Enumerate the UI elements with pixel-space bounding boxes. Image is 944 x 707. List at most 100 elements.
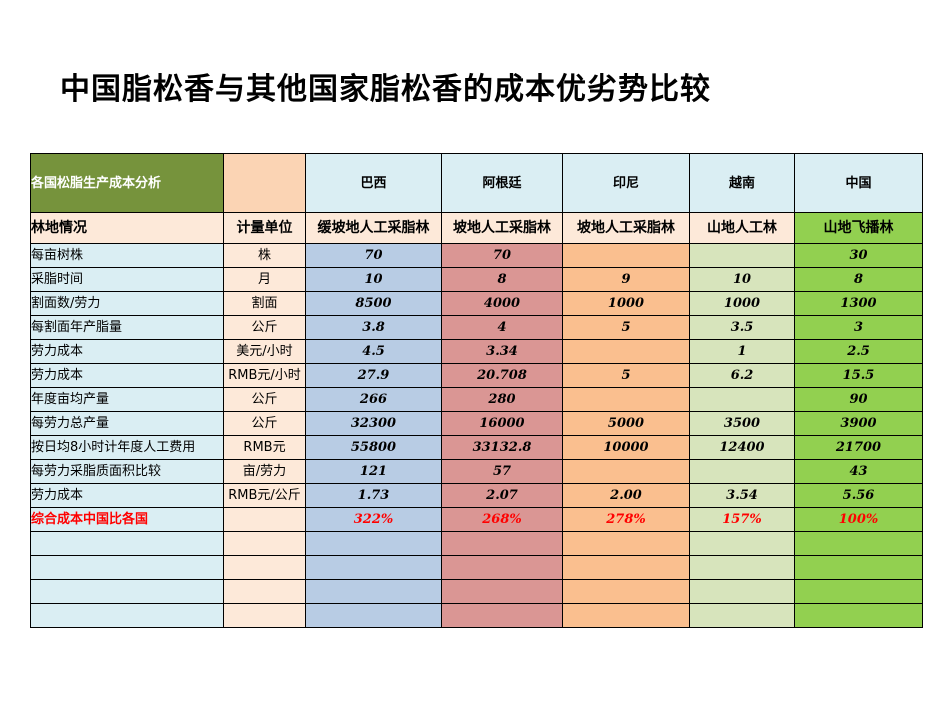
- row-unit: 公斤: [223, 411, 306, 436]
- cell-value: 33132.8: [441, 435, 563, 460]
- row-unit: 割面: [223, 291, 306, 316]
- cell-value: 16000: [441, 411, 563, 436]
- row-unit: RMB元: [223, 435, 306, 460]
- cell-value: 20.708: [441, 363, 563, 388]
- cell-value: [689, 459, 795, 484]
- cell-value: 1000: [562, 291, 690, 316]
- forest-type-vietnam: 山地人工林: [689, 212, 795, 244]
- unit-header: 计量单位: [223, 212, 306, 244]
- table-row: 劳力成本 RMB元/公斤 1.73 2.07 2.00 3.54 5.56: [30, 483, 923, 508]
- row-label: 综合成本中国比各国: [30, 507, 224, 532]
- empty-cell: [562, 579, 690, 604]
- cell-value: 10: [689, 267, 795, 292]
- row-label: 每劳力总产量: [30, 411, 224, 436]
- header-blank-cell: [223, 153, 306, 213]
- table-row: 按日均8小时计年度人工费用 RMB元 55800 33132.8 10000 12400 2…: [30, 435, 923, 460]
- cell-value: 10: [305, 267, 442, 292]
- empty-row: [30, 579, 923, 604]
- empty-cell: [794, 531, 923, 556]
- table-row: 每亩树株株 70 70 30: [30, 243, 923, 268]
- cell-value: 8: [794, 267, 923, 292]
- row-label: 每割面年产脂量: [30, 315, 224, 340]
- row-unit: 公斤: [223, 387, 306, 412]
- cell-value: 4000: [441, 291, 563, 316]
- row-unit: 美元/小时: [223, 339, 306, 364]
- empty-cell: [441, 603, 563, 628]
- country-header-argentina: 阿根廷: [441, 153, 563, 213]
- cell-value: 32300: [305, 411, 442, 436]
- empty-cell: [305, 603, 442, 628]
- cell-value: 5.56: [794, 483, 923, 508]
- empty-cell: [223, 603, 306, 628]
- country-header-indonesia: 印尼: [562, 153, 690, 213]
- row-label: 年度亩均产量: [30, 387, 224, 412]
- empty-cell: [223, 555, 306, 580]
- cell-value: 280: [441, 387, 563, 412]
- forest-type-china: 山地飞播林: [794, 212, 923, 244]
- cell-value: 3.34: [441, 339, 563, 364]
- cell-value: 3900: [794, 411, 923, 436]
- cell-value: 2.07: [441, 483, 563, 508]
- cell-value: 278%: [562, 507, 690, 532]
- cell-value: 8: [441, 267, 563, 292]
- row-label: 劳力成本: [30, 363, 224, 388]
- header-row-forest-types: 林地情况 计量单位 缓坡地人工采脂林 坡地人工采脂林 坡地人工采脂林 山地人工林…: [30, 212, 923, 244]
- row-label: 采脂时间: [30, 267, 224, 292]
- cell-value: 15.5: [794, 363, 923, 388]
- row-label: 割面数/劳力: [30, 291, 224, 316]
- empty-cell: [689, 555, 795, 580]
- cell-value: [689, 243, 795, 268]
- cell-value: 4: [441, 315, 563, 340]
- cell-value: 6.2: [689, 363, 795, 388]
- cost-comparison-table: 各国松脂生产成本分析 巴西 阿根廷 印尼 越南 中国 林地情况 计量单位 缓坡地…: [30, 153, 923, 628]
- cell-value: 100%: [794, 507, 923, 532]
- row-unit: 月: [223, 267, 306, 292]
- empty-cell: [30, 603, 224, 628]
- cell-value: 4.5: [305, 339, 442, 364]
- page-title: 中国脂松香与其他国家脂松香的成本优劣势比较: [60, 72, 711, 107]
- table-row: 采脂时间月 10 8 9 10 8: [30, 267, 923, 292]
- cell-value: 2.00: [562, 483, 690, 508]
- country-header-vietnam: 越南: [689, 153, 795, 213]
- cell-value: 21700: [794, 435, 923, 460]
- cell-value: 5: [562, 315, 690, 340]
- cell-value: 157%: [689, 507, 795, 532]
- row-unit: 公斤: [223, 315, 306, 340]
- empty-cell: [441, 531, 563, 556]
- row-label: 每亩树株: [30, 243, 224, 268]
- empty-cell: [689, 603, 795, 628]
- table-row: 每劳力总产量 公斤 32300 16000 5000 3500 3900: [30, 411, 923, 436]
- cell-value: 12400: [689, 435, 795, 460]
- cell-value: [689, 387, 795, 412]
- cell-value: [562, 339, 690, 364]
- cell-value: 121: [305, 459, 442, 484]
- empty-cell: [30, 579, 224, 604]
- forest-type-argentina: 坡地人工采脂林: [441, 212, 563, 244]
- empty-cell: [562, 603, 690, 628]
- row-label: 劳力成本: [30, 483, 224, 508]
- cell-value: 1000: [689, 291, 795, 316]
- empty-cell: [30, 531, 224, 556]
- cell-value: 1: [689, 339, 795, 364]
- cell-value: 27.9: [305, 363, 442, 388]
- cell-value: 3.5: [689, 315, 795, 340]
- row-unit: 株: [223, 243, 306, 268]
- forest-type-indonesia: 坡地人工采脂林: [562, 212, 690, 244]
- cell-value: 8500: [305, 291, 442, 316]
- empty-cell: [794, 579, 923, 604]
- cell-value: 90: [794, 387, 923, 412]
- cell-value: 2.5: [794, 339, 923, 364]
- row-unit: RMB元/小时: [223, 363, 306, 388]
- empty-cell: [794, 603, 923, 628]
- cell-value: 266: [305, 387, 442, 412]
- cell-value: 3.8: [305, 315, 442, 340]
- cell-value: 3.54: [689, 483, 795, 508]
- empty-row: [30, 603, 923, 628]
- cell-value: 3: [794, 315, 923, 340]
- cell-value: 55800: [305, 435, 442, 460]
- empty-cell: [441, 555, 563, 580]
- cell-value: 1300: [794, 291, 923, 316]
- table-row: 每劳力采脂质面积比较 亩/劳力 121 57 43: [30, 459, 923, 484]
- cell-value: 57: [441, 459, 563, 484]
- empty-cell: [305, 579, 442, 604]
